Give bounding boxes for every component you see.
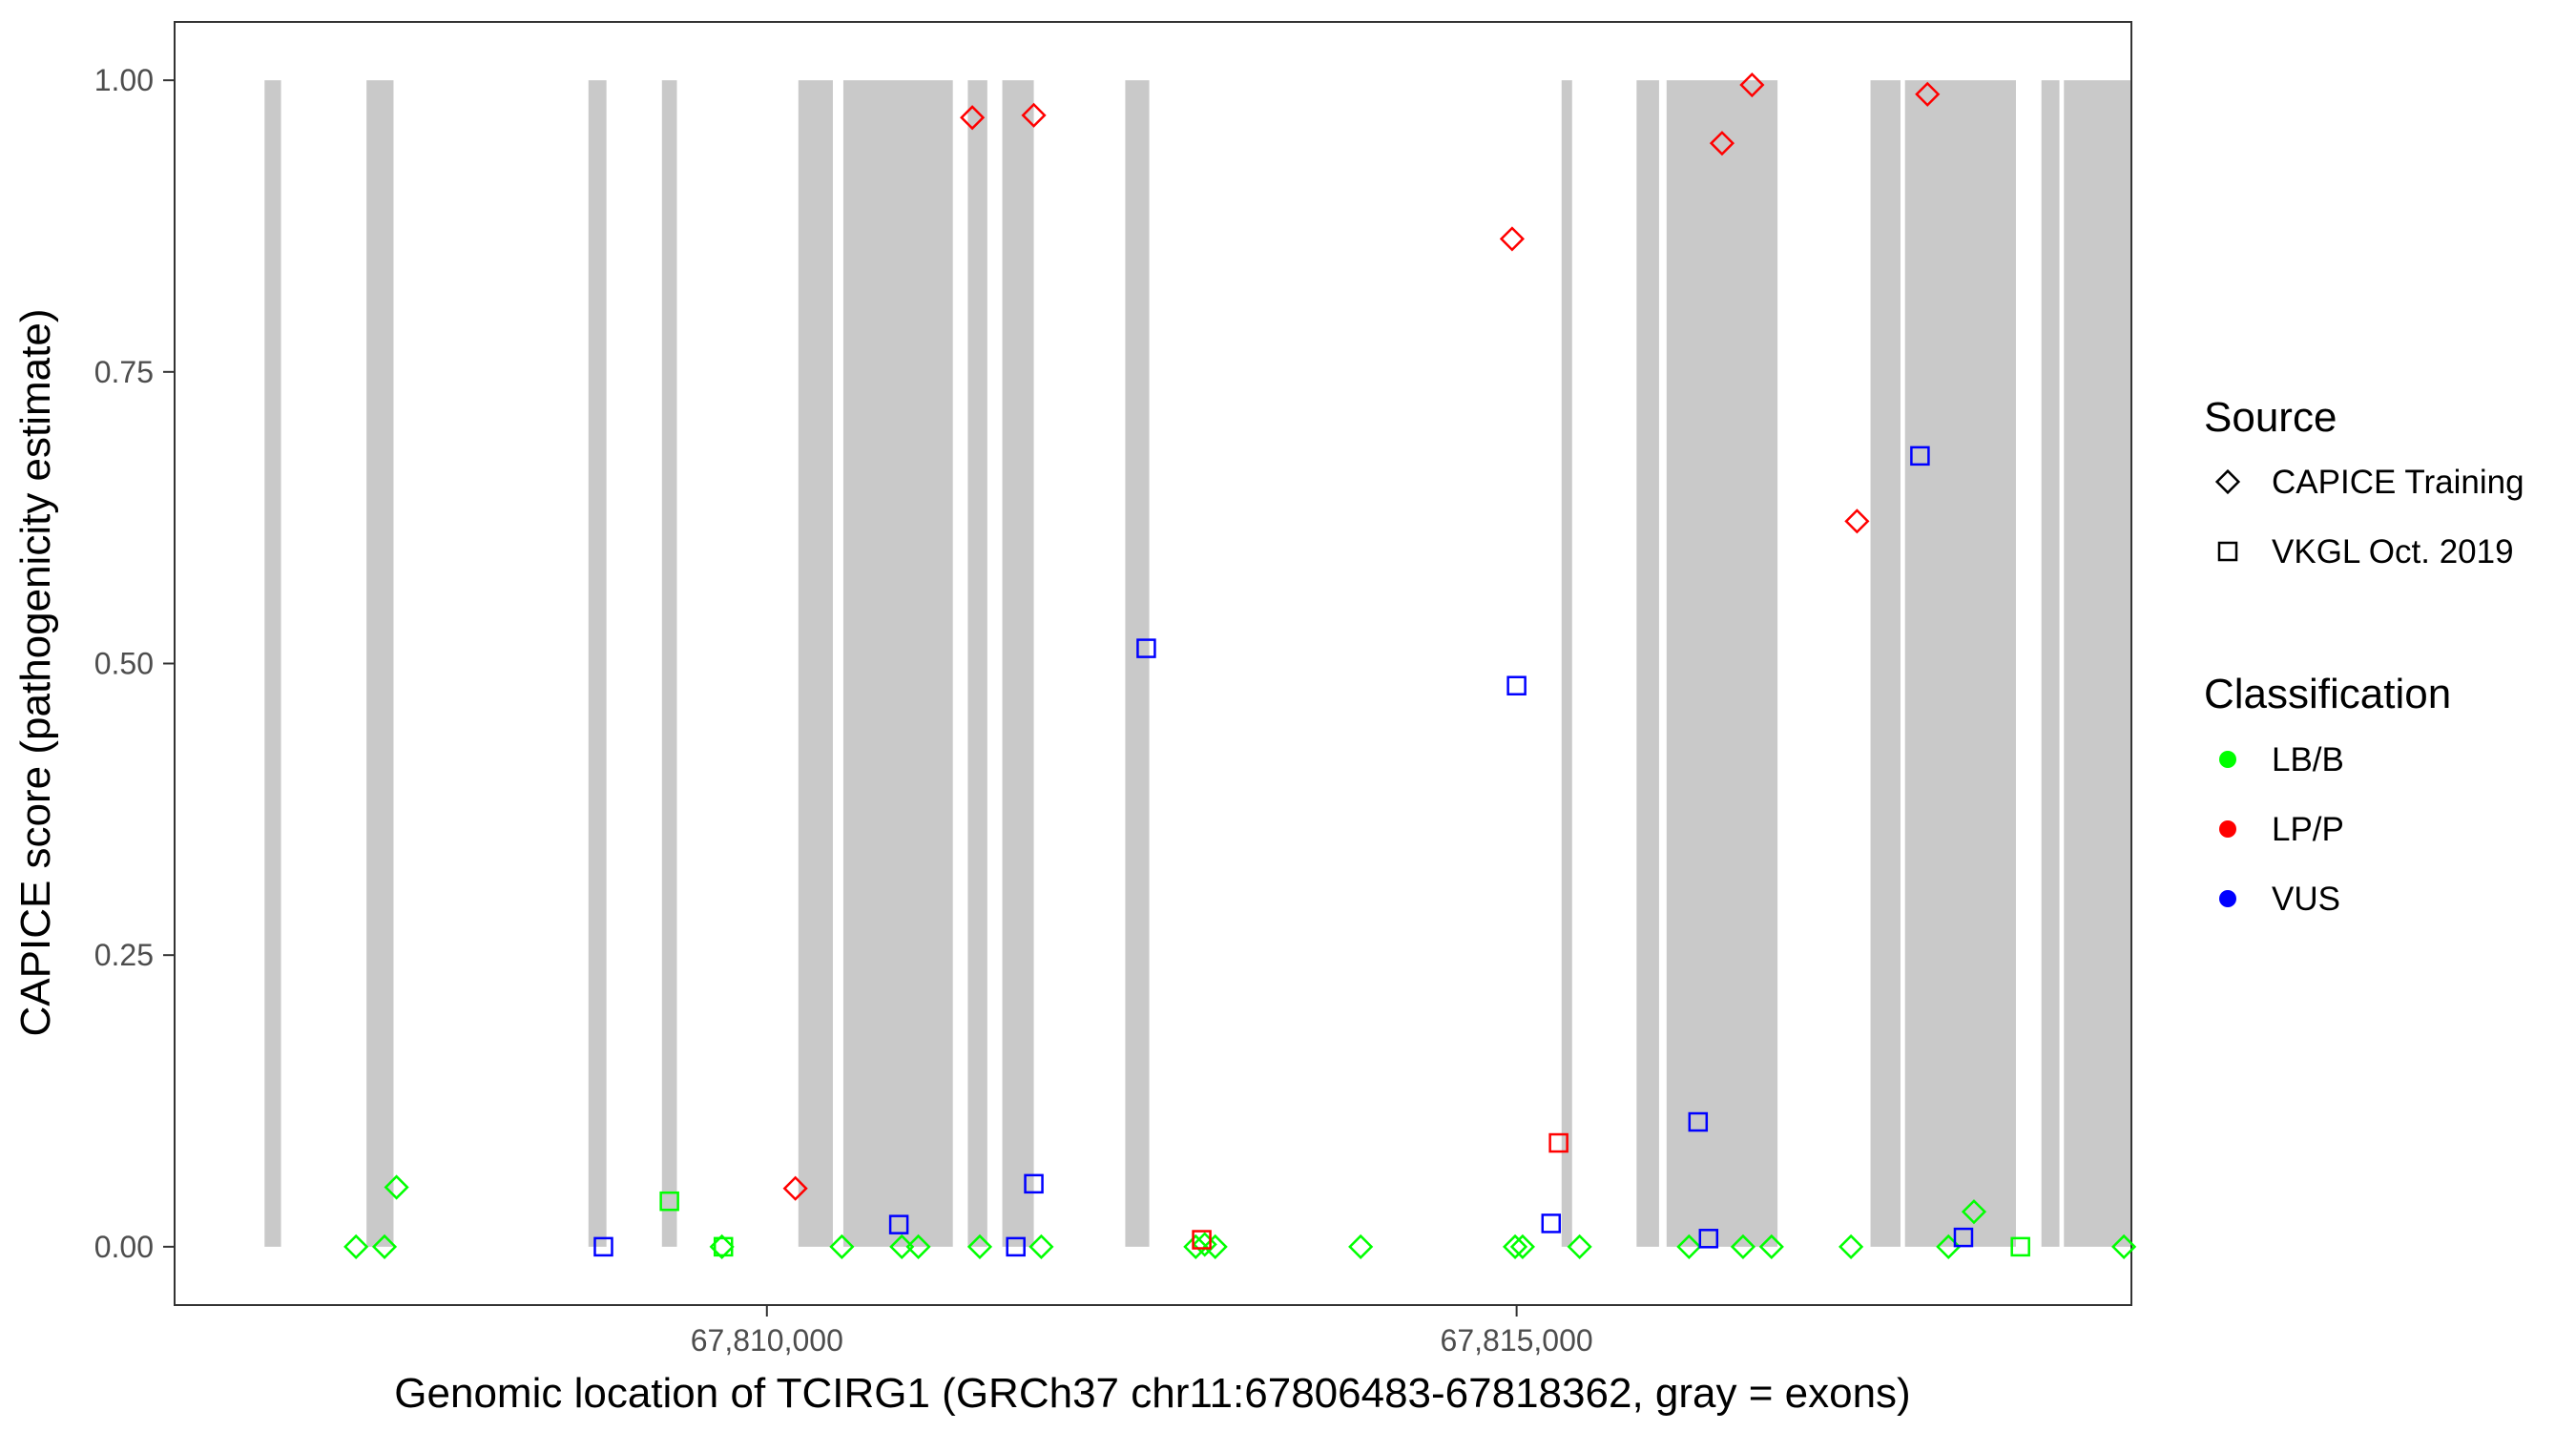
data-point-diamond	[1961, 1199, 1987, 1225]
data-point-diamond	[1499, 226, 1525, 252]
data-point-diamond	[966, 1234, 993, 1259]
exon-band	[264, 80, 281, 1247]
x-axis: 67,810,000 67,815,000	[691, 1305, 1593, 1358]
y-tick-label: 0.25	[94, 938, 154, 972]
legend-title-source: Source	[2204, 394, 2337, 441]
legend-label-vkgl: VKGL Oct. 2019	[2272, 533, 2514, 570]
y-tick-label: 0.75	[94, 355, 154, 389]
legend-key-lpp	[2219, 820, 2236, 838]
exon-band	[588, 80, 607, 1247]
data-point-square	[1688, 1111, 1709, 1132]
exon-band	[1636, 80, 1659, 1247]
legend-label-vus: VUS	[2272, 881, 2340, 918]
data-point-square	[1192, 1230, 1212, 1250]
data-point-diamond	[1839, 1234, 1864, 1259]
legend-key-square	[2217, 541, 2238, 562]
data-point-diamond	[889, 1234, 915, 1259]
exon-band	[967, 80, 987, 1247]
data-point-diamond	[2111, 1234, 2137, 1259]
exon-band	[842, 80, 953, 1247]
data-point-square	[1698, 1229, 1719, 1249]
legend-key-diamond	[2214, 468, 2241, 495]
exon-band	[1904, 80, 2016, 1247]
data-point-square	[1910, 446, 1930, 467]
exon-band	[366, 80, 394, 1247]
exon-bands	[264, 80, 2131, 1247]
exon-band	[1666, 80, 1778, 1247]
data-point-diamond	[384, 1174, 409, 1200]
y-tick-label: 0.00	[94, 1230, 154, 1264]
data-point-diamond	[782, 1175, 808, 1201]
x-axis-title: Genomic location of TCIRG1 (GRCh37 chr11…	[394, 1370, 1910, 1417]
data-point-diamond	[1021, 102, 1047, 128]
exon-band	[1870, 80, 1901, 1247]
x-tick-label: 67,810,000	[691, 1323, 843, 1358]
exon-band	[1561, 80, 1572, 1247]
data-point-diamond	[371, 1234, 398, 1259]
legend: Source CAPICE Training VKGL Oct. 2019 Cl…	[2204, 394, 2524, 918]
data-point-diamond	[960, 105, 986, 131]
x-tick-label: 67,815,000	[1441, 1323, 1593, 1358]
data-point-diamond	[343, 1234, 369, 1259]
data-point-diamond	[1567, 1234, 1592, 1259]
data-point-square	[1136, 638, 1156, 658]
data-point-diamond	[1709, 131, 1735, 156]
data-point-diamond	[829, 1234, 855, 1259]
data-point-square	[659, 1191, 679, 1212]
exon-band	[1002, 80, 1034, 1247]
exon-band	[661, 80, 677, 1247]
data-point-diamond	[905, 1234, 931, 1259]
data-point-diamond	[1502, 1234, 1528, 1259]
data-point-square	[1506, 675, 1527, 695]
data-point-diamond	[1509, 1234, 1535, 1259]
exon-band	[2041, 80, 2060, 1247]
data-point-diamond	[1676, 1234, 1702, 1259]
data-point-diamond	[1739, 72, 1765, 98]
data-point-diamond	[709, 1234, 735, 1259]
data-point-diamond	[1758, 1234, 1784, 1259]
legend-label-lpp: LP/P	[2272, 811, 2344, 848]
data-point-square	[2010, 1236, 2030, 1257]
data-point-diamond	[1844, 508, 1870, 534]
legend-label-capice-training: CAPICE Training	[2272, 464, 2524, 501]
data-points	[343, 72, 2137, 1259]
legend-title-classification: Classification	[2204, 671, 2451, 717]
data-point-diamond	[1915, 81, 1941, 107]
data-point-square	[593, 1236, 613, 1257]
y-axis: 0.00 0.25 0.50 0.75 1.00	[94, 63, 175, 1264]
legend-key-lbb	[2219, 751, 2236, 768]
exon-band	[2064, 80, 2131, 1247]
y-tick-label: 0.50	[94, 647, 154, 681]
legend-key-vus	[2219, 890, 2236, 907]
data-point-square	[713, 1236, 734, 1257]
data-point-diamond	[1348, 1234, 1374, 1259]
data-point-diamond	[1028, 1234, 1054, 1259]
data-point-square	[1953, 1227, 1974, 1248]
data-point-square	[1006, 1236, 1026, 1257]
exon-band	[798, 80, 833, 1247]
data-point-square	[1541, 1213, 1562, 1234]
data-point-square	[1548, 1132, 1568, 1153]
data-point-square	[888, 1214, 909, 1234]
y-axis-title: CAPICE score (pathogenicity estimate)	[12, 309, 59, 1037]
data-point-square	[1024, 1173, 1044, 1194]
y-tick-label: 1.00	[94, 63, 154, 97]
legend-label-lbb: LB/B	[2272, 741, 2344, 778]
exon-band	[1125, 80, 1150, 1247]
data-point-diamond	[1730, 1234, 1756, 1259]
